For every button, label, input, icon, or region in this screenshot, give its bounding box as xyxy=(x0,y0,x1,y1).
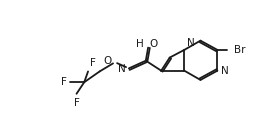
Text: N: N xyxy=(186,38,194,48)
Text: O: O xyxy=(150,39,158,49)
Text: F: F xyxy=(90,58,96,68)
Text: N: N xyxy=(221,66,229,76)
Text: H: H xyxy=(136,39,143,49)
Text: F: F xyxy=(61,77,67,87)
Text: F: F xyxy=(74,98,80,108)
Text: O: O xyxy=(104,56,112,66)
Text: N: N xyxy=(118,64,126,74)
Text: Br: Br xyxy=(234,45,246,55)
